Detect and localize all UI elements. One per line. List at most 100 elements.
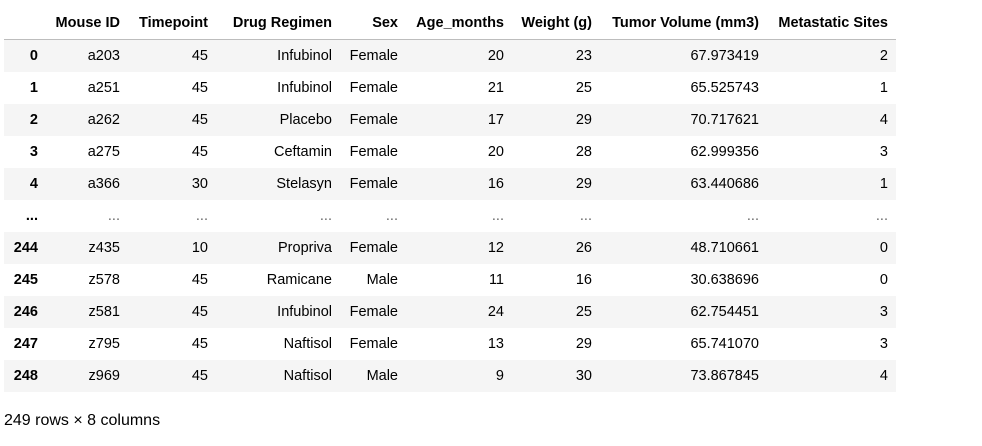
header-drug-regimen: Drug Regimen (216, 6, 340, 40)
cell-drug-regimen: Ramicane (266, 272, 332, 288)
header-mouse-id: Mouse ID (46, 6, 128, 40)
cell-age-months: ... (491, 208, 504, 224)
row-index: 2 (29, 112, 38, 128)
cell-mouse-id: a203 (87, 48, 120, 64)
cell-tumor-volume: 67.973419 (690, 48, 759, 64)
table-row: 3 a275 45 Ceftamin Female 20 28 62.999356 3 (4, 136, 896, 168)
header-timepoint: Timepoint (128, 6, 216, 40)
cell-sex: Female (349, 80, 398, 96)
cell-age-months: 13 (487, 336, 504, 352)
table-row: 244 z435 10 Propriva Female 12 26 48.710661 0 (4, 232, 896, 264)
cell-age-months: 11 (488, 272, 504, 288)
header-index (4, 6, 46, 40)
cell-mouse-id: a275 (87, 144, 120, 160)
table-row: 247 z795 45 Naftisol Female 13 29 65.741070 3 (4, 328, 896, 360)
cell-timepoint: 30 (191, 176, 208, 192)
cell-tumor-volume: ... (746, 208, 759, 224)
cell-age-months: 24 (487, 304, 504, 320)
header-row: Mouse ID Timepoint Drug Regimen Sex Age_… (4, 6, 896, 40)
header-sex: Sex (340, 6, 406, 40)
table-header: Mouse ID Timepoint Drug Regimen Sex Age_… (4, 6, 896, 40)
header-metastatic-sites: Metastatic Sites (767, 6, 896, 40)
cell-age-months: 21 (487, 80, 504, 96)
cell-weight: 25 (575, 80, 592, 96)
cell-sex: ... (385, 208, 398, 224)
cell-metastatic-sites: 0 (879, 240, 888, 256)
cell-metastatic-sites: ... (875, 208, 888, 224)
cell-sex: Female (349, 112, 398, 128)
cell-sex: Female (349, 48, 398, 64)
cell-timepoint: 45 (191, 368, 208, 384)
cell-tumor-volume: 73.867845 (690, 368, 759, 384)
cell-drug-regimen: Infubinol (277, 48, 332, 64)
cell-tumor-volume: 65.525743 (690, 80, 759, 96)
dataframe-shape-summary: 249 rows × 8 columns (4, 412, 161, 429)
dataframe-table: Mouse ID Timepoint Drug Regimen Sex Age_… (4, 6, 896, 392)
cell-weight: ... (579, 208, 592, 224)
cell-tumor-volume: 62.754451 (690, 304, 759, 320)
cell-drug-regimen: Infubinol (277, 304, 332, 320)
cell-tumor-volume: 63.440686 (690, 176, 759, 192)
cell-metastatic-sites: 4 (879, 368, 888, 384)
header-age-months: Age_months (406, 6, 512, 40)
cell-weight: 28 (575, 144, 592, 160)
row-index: 0 (29, 48, 38, 64)
cell-weight: 26 (575, 240, 592, 256)
cell-drug-regimen: Stelasyn (276, 176, 332, 192)
cell-drug-regimen: Placebo (279, 112, 332, 128)
cell-weight: 25 (575, 304, 592, 320)
table-row: 2 a262 45 Placebo Female 17 29 70.717621 4 (4, 104, 896, 136)
table-row: 1 a251 45 Infubinol Female 21 25 65.525743 1 (4, 72, 896, 104)
cell-sex: Female (349, 176, 398, 192)
row-index: 245 (13, 272, 38, 288)
table-body: 0 a203 45 Infubinol Female 20 23 67.973419 2 1 a25… (4, 39, 896, 392)
cell-age-months: 9 (495, 368, 504, 384)
cell-metastatic-sites: 3 (879, 304, 888, 320)
cell-sex: Female (349, 336, 398, 352)
cell-timepoint: 45 (191, 112, 208, 128)
cell-weight: 29 (575, 176, 592, 192)
cell-mouse-id: a251 (87, 80, 120, 96)
cell-drug-regimen: Naftisol (283, 368, 332, 384)
cell-timepoint: 45 (191, 304, 208, 320)
cell-drug-regimen: Propriva (278, 240, 332, 256)
cell-weight: 29 (575, 112, 592, 128)
row-index: 246 (13, 304, 38, 320)
cell-mouse-id: z795 (88, 336, 120, 352)
cell-mouse-id: ... (107, 208, 120, 224)
table-row: 0 a203 45 Infubinol Female 20 23 67.973419 2 (4, 39, 896, 72)
cell-mouse-id: z581 (88, 304, 120, 320)
cell-age-months: 20 (487, 144, 504, 160)
cell-mouse-id: z969 (88, 368, 120, 384)
cell-weight: 23 (575, 48, 592, 64)
cell-timepoint: ... (195, 208, 208, 224)
cell-metastatic-sites: 0 (879, 272, 888, 288)
header-tumor-volume: Tumor Volume (mm3) (600, 6, 767, 40)
row-index: 247 (13, 336, 38, 352)
table-row: 4 a366 30 Stelasyn Female 16 29 63.440686 1 (4, 168, 896, 200)
cell-timepoint: 45 (191, 272, 208, 288)
cell-timepoint: 45 (191, 336, 208, 352)
cell-mouse-id: a262 (87, 112, 120, 128)
cell-drug-regimen: ... (319, 208, 332, 224)
cell-tumor-volume: 70.717621 (690, 112, 759, 128)
row-index: 4 (29, 176, 38, 192)
row-index: 248 (13, 368, 38, 384)
cell-metastatic-sites: 1 (879, 80, 888, 96)
cell-metastatic-sites: 1 (879, 176, 888, 192)
cell-sex: Male (366, 368, 398, 384)
cell-timepoint: 45 (191, 80, 208, 96)
row-index: 3 (29, 144, 38, 160)
cell-metastatic-sites: 3 (879, 144, 888, 160)
cell-timepoint: 45 (191, 144, 208, 160)
cell-metastatic-sites: 2 (879, 48, 888, 64)
table-row: 245 z578 45 Ramicane Male 11 16 30.638696 0 (4, 264, 896, 296)
cell-sex: Male (366, 272, 398, 288)
cell-age-months: 20 (487, 48, 504, 64)
cell-tumor-volume: 62.999356 (690, 144, 759, 160)
cell-sex: Female (349, 240, 398, 256)
cell-sex: Female (349, 304, 398, 320)
row-index: 244 (13, 240, 38, 256)
row-index: ... (25, 208, 38, 224)
